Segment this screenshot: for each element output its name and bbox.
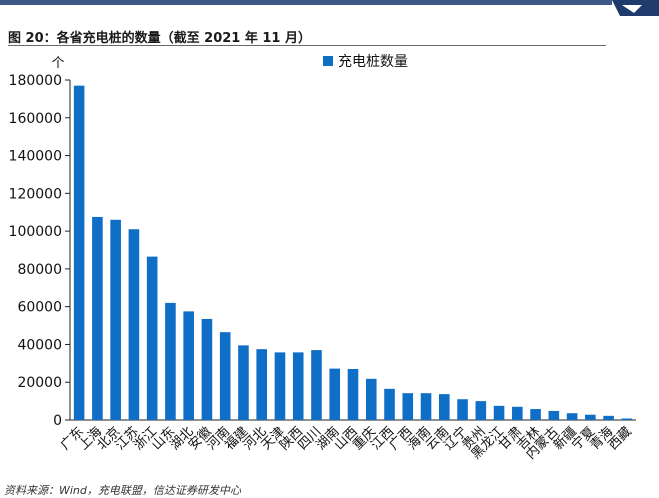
bar	[603, 415, 614, 420]
y-tick-label: 0	[53, 413, 62, 429]
y-tick-label: 160000	[9, 111, 62, 127]
title-rule	[8, 45, 606, 46]
corner-decoration	[612, 0, 659, 16]
bar	[73, 85, 85, 421]
bar	[183, 311, 194, 420]
bar	[548, 410, 560, 420]
bar	[110, 219, 121, 420]
bar	[201, 318, 213, 420]
bar	[457, 399, 468, 420]
bar	[475, 401, 487, 420]
y-tick-label: 120000	[9, 186, 62, 202]
y-tick-label: 80000	[17, 262, 62, 278]
bar	[438, 394, 450, 420]
bar	[420, 393, 432, 420]
bar	[146, 256, 158, 420]
y-tick-label: 140000	[9, 149, 62, 165]
bar	[292, 352, 304, 420]
y-tick-label: 20000	[17, 375, 62, 391]
bar	[92, 216, 103, 420]
bar	[493, 405, 505, 420]
bar	[311, 350, 322, 420]
figure-title: 图 20：各省充电桩的数量（截至 2021 年 11 月）	[8, 31, 311, 46]
y-axis-unit: 个	[51, 56, 64, 71]
bar	[347, 369, 359, 420]
y-tick-label: 100000	[9, 224, 62, 240]
legend-label: 充电桩数量	[338, 53, 408, 70]
bar	[329, 368, 341, 420]
bar	[219, 332, 231, 420]
source-note: 资料来源：Wind，充电联盟，信达证券研发中心	[4, 484, 241, 497]
bar	[165, 302, 176, 420]
bar	[384, 388, 395, 420]
bar	[402, 393, 414, 420]
bar	[274, 352, 286, 420]
bar	[128, 229, 140, 420]
y-tick-label: 40000	[17, 337, 62, 353]
bar	[365, 378, 377, 420]
bar	[621, 418, 633, 420]
bar	[256, 349, 268, 420]
bar	[238, 345, 249, 420]
legend-swatch	[323, 56, 333, 66]
bar	[585, 414, 596, 420]
bar	[566, 413, 578, 420]
bar	[512, 406, 523, 420]
header-bar	[0, 0, 612, 5]
y-tick-label: 180000	[9, 73, 62, 89]
y-tick-label: 60000	[17, 300, 62, 316]
bar	[530, 409, 541, 420]
